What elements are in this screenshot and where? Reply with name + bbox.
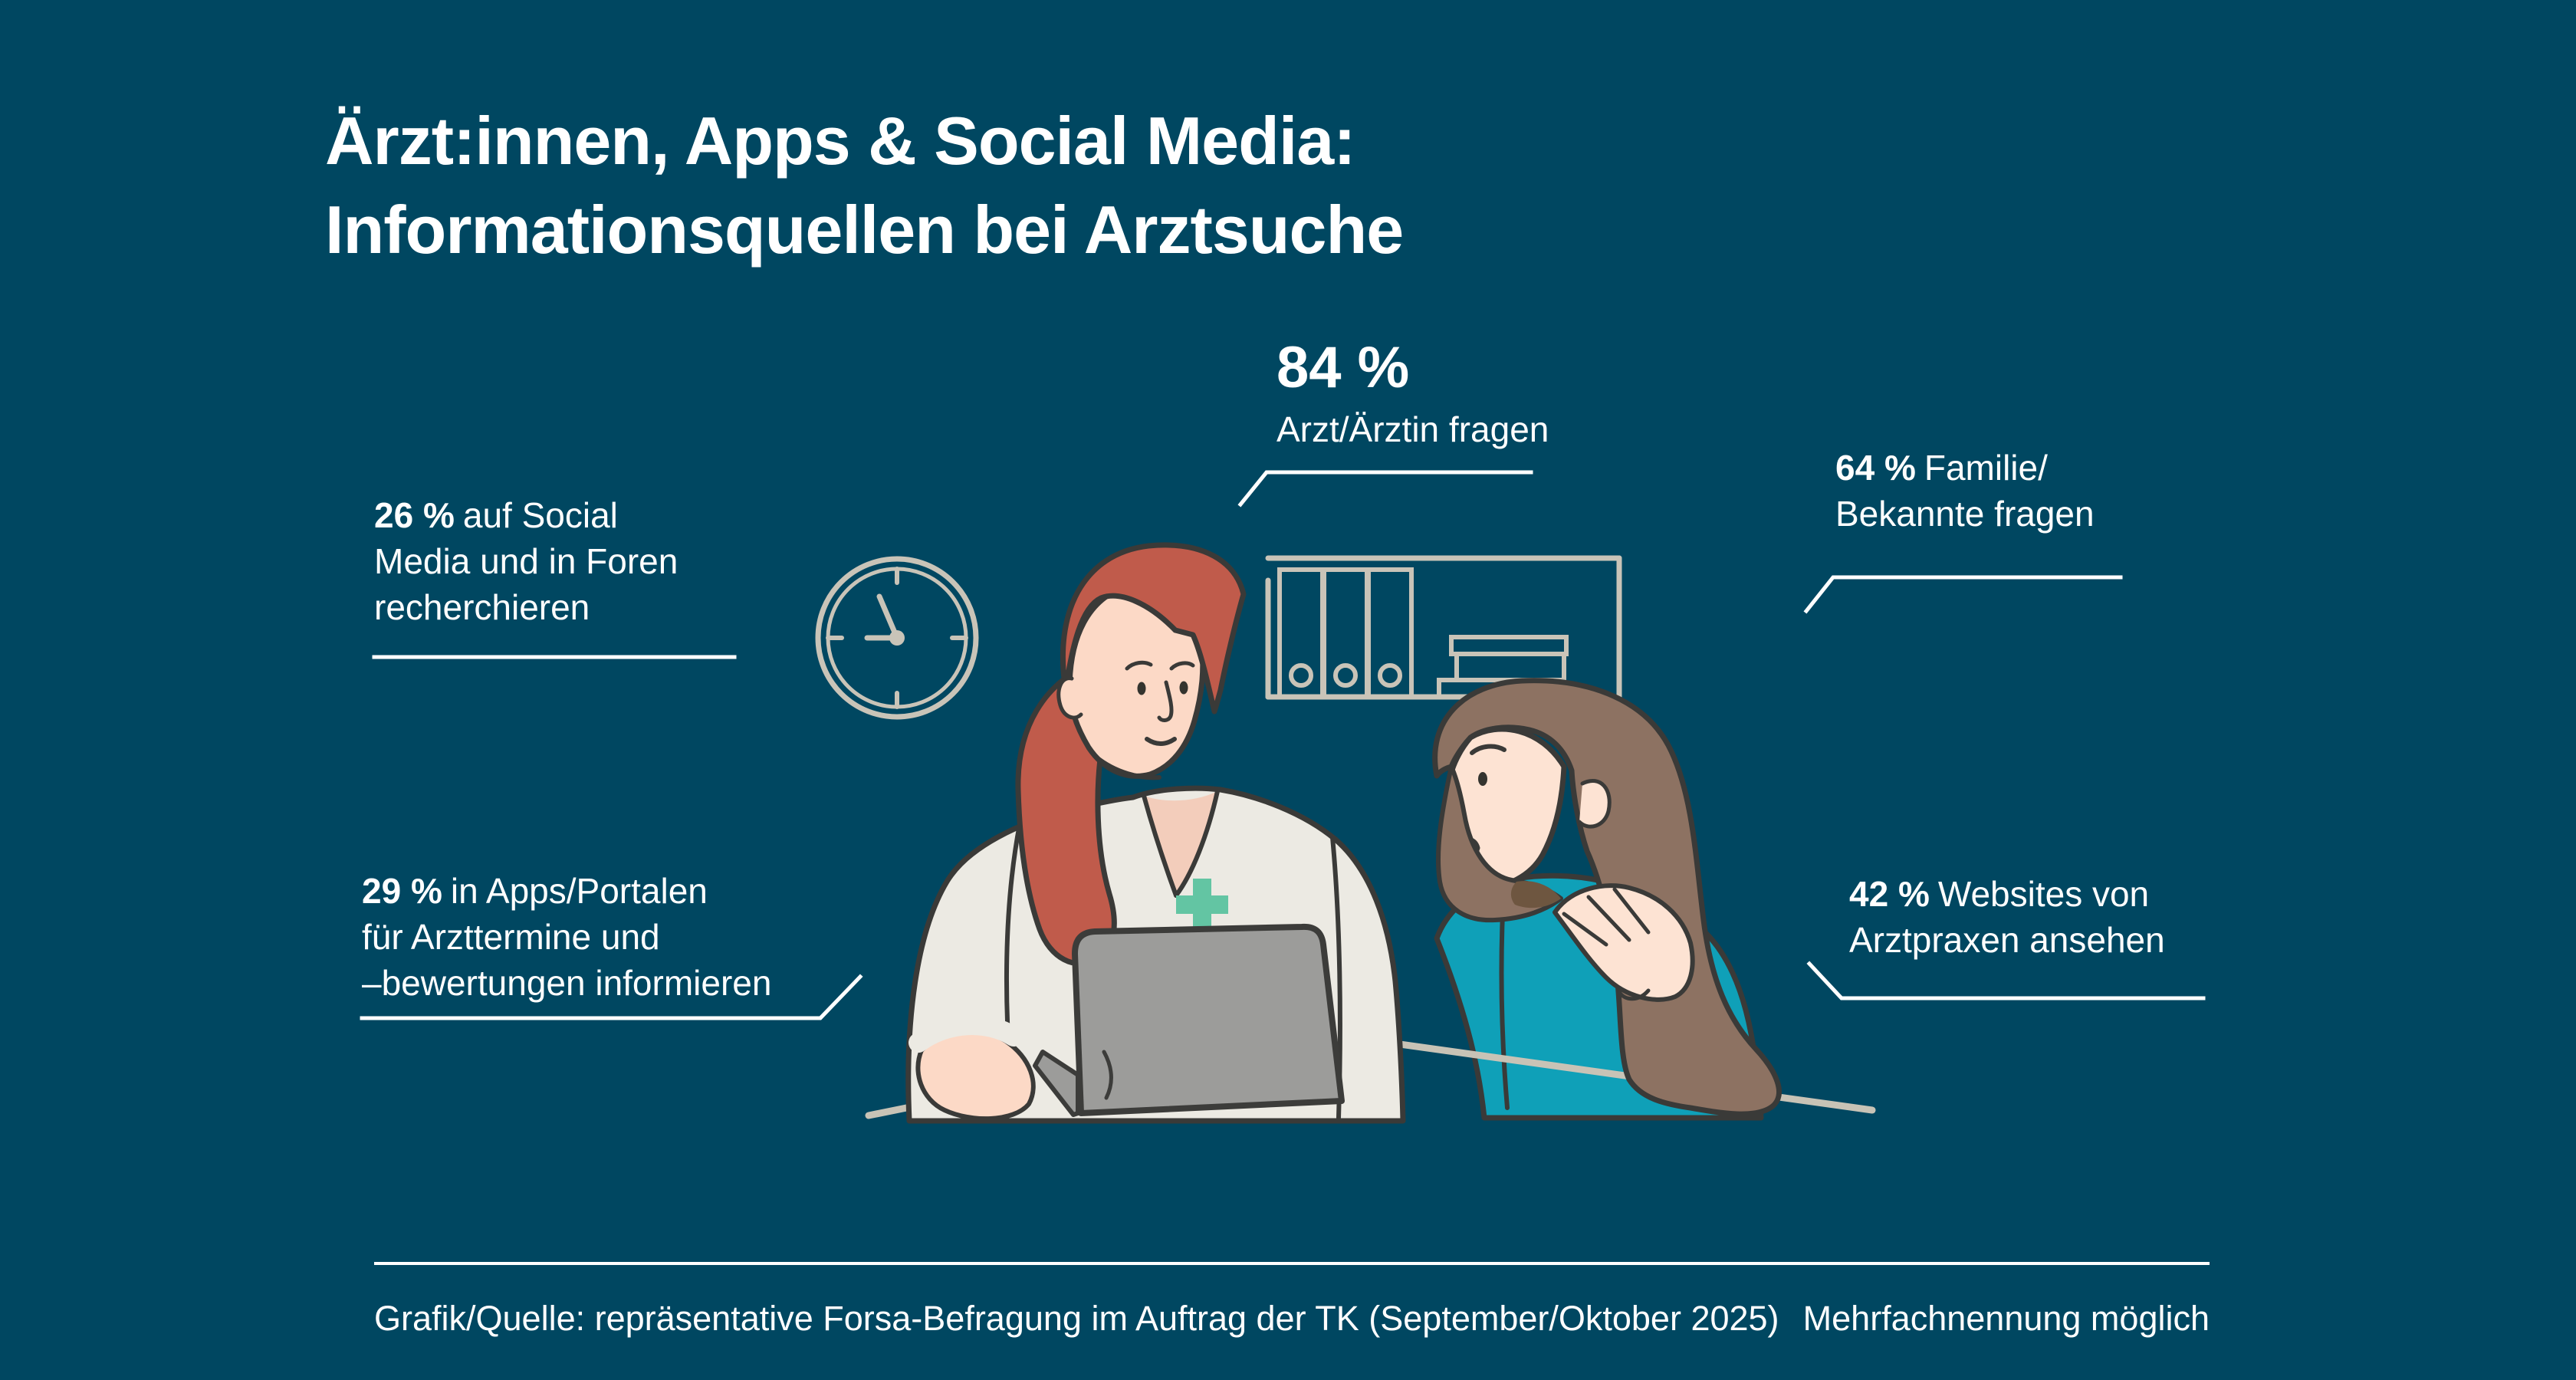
callout-line-42 [1806, 961, 2206, 1001]
doctor-neck [1144, 791, 1217, 895]
stat-line: 64 % Familie/ [1835, 448, 2048, 488]
stat-doctor-value: 84 % [1276, 335, 1410, 400]
callout-line-84 [1237, 470, 1533, 508]
stat-social: 26 % auf Social Media und in Foren recher… [374, 492, 678, 630]
footer-note: Mehrfachnennung möglich [1802, 1299, 2210, 1338]
stat-line: für Arzttermine und [362, 917, 660, 957]
doctor-hair [1060, 542, 1247, 715]
stat-line: 29 % in Apps/Portalen [362, 871, 708, 911]
patient-eye [1478, 772, 1487, 786]
desk-line-right [1341, 1033, 1876, 1114]
patient-hand [1552, 883, 1695, 1002]
page-title-line-1: Ärzt:innen, Apps & Social Media: [325, 103, 1356, 179]
patient-eyebrow [1470, 744, 1506, 755]
doctor-ear [1056, 676, 1083, 720]
doctor-eye-right [1179, 681, 1188, 695]
stat-websites: 42 % Websites von Arztpraxen ansehen [1849, 871, 2165, 963]
stat-line: Arztpraxen ansehen [1849, 920, 2165, 960]
footer-source: Grafik/Quelle: repräsentative Forsa-Befr… [374, 1299, 1779, 1338]
stat-doctor-label: Arzt/Ärztin fragen [1276, 409, 1549, 449]
laptop-icon [1033, 923, 1345, 1117]
doctor-eyebrow-left [1125, 660, 1153, 671]
doctor-mouth [1145, 737, 1177, 746]
callout-line-64 [1803, 575, 2123, 614]
stat-line: –bewertungen informieren [362, 963, 772, 1003]
callout-line-29 [360, 974, 863, 1020]
page-title: Ärzt:innen, Apps & Social Media: Informa… [325, 97, 1404, 274]
patient-hair-strand [1435, 764, 1563, 923]
wall-clock-icon [815, 556, 979, 720]
stat-apps: 29 % in Apps/Portalen für Arzttermine und… [362, 868, 771, 1006]
stat-family: 64 % Familie/ Bekannte fragen [1835, 445, 2095, 537]
callout-lines [360, 470, 2206, 1020]
stat-doctor: 84 % Arzt/Ärztin fragen [1276, 337, 1549, 451]
stat-line: Bekannte fragen [1835, 494, 2095, 534]
doctor-eyebrow-right [1169, 661, 1195, 671]
page-title-line-2: Informationsquellen bei Arztsuche [325, 192, 1404, 268]
stat-line: Media und in Foren [374, 541, 678, 581]
stat-line: 26 % auf Social [374, 495, 618, 535]
footer-divider [374, 1262, 2210, 1265]
stat-line: 42 % Websites von [1849, 874, 2150, 914]
doctor-nose [1157, 680, 1174, 722]
stat-line: recherchieren [374, 587, 590, 627]
doctor-eye-left [1137, 682, 1146, 695]
patient-figure [1341, 678, 1876, 1121]
medical-cross-icon [1176, 879, 1228, 931]
patient-ear [1577, 778, 1612, 829]
